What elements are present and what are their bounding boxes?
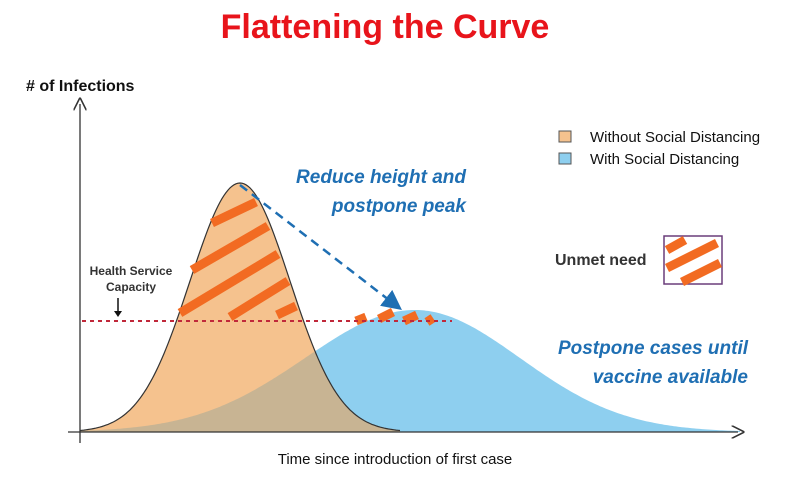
legend: Without Social Distancing With Social Di… [558,129,760,168]
reduce-peak-arrow [239,184,402,311]
unmet-need-hatching [177,197,436,326]
diagram-title: Flattening the Curve [221,8,550,46]
without-distancing-outline [79,182,401,432]
capacity-label-line1: Health Service [90,264,173,278]
capacity-label-line2: Capacity [106,280,156,294]
down-arrow-icon [114,298,122,317]
legend-swatch-without [558,130,572,143]
reduce-annotation-line1: Reduce height and [296,167,466,188]
x-axis-label: Time since introduction of first case [278,451,513,468]
unmet-need-label: Unmet need [555,252,647,269]
reduce-annotation-line2: postpone peak [331,196,468,217]
unmet-need-legend: Unmet need [555,235,723,287]
legend-label-without: Without Social Distancing [590,129,760,146]
y-axis-label: # of Infections [26,78,135,95]
postpone-annotation-line1: Postpone cases until [558,338,749,359]
postpone-annotation-line2: vaccine available [593,367,749,388]
legend-swatch-with [558,152,572,165]
curve-overlap-area [80,352,400,432]
legend-label-with: With Social Distancing [590,151,739,168]
